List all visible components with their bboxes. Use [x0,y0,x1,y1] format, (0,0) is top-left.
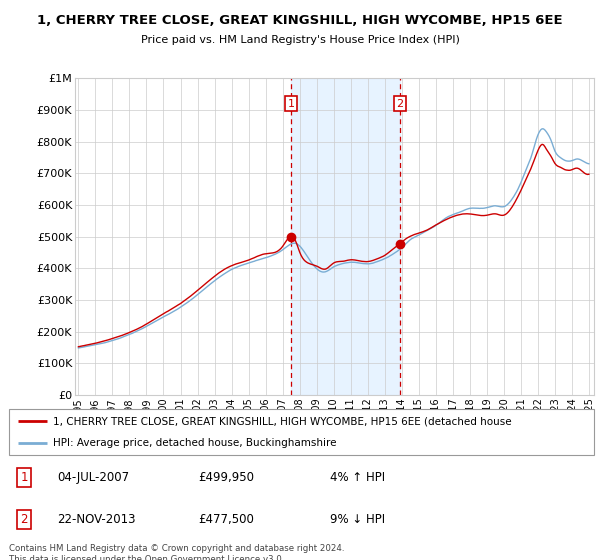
Bar [291,78,400,395]
Text: Price paid vs. HM Land Registry's House Price Index (HPI): Price paid vs. HM Land Registry's House … [140,35,460,45]
Text: 4% ↑ HPI: 4% ↑ HPI [330,470,385,484]
Text: Contains HM Land Registry data © Crown copyright and database right 2024.
This d: Contains HM Land Registry data © Crown c… [9,544,344,560]
Text: HPI: Average price, detached house, Buckinghamshire: HPI: Average price, detached house, Buck… [53,438,337,448]
Text: 22-NOV-2013: 22-NOV-2013 [57,513,136,526]
Text: 1: 1 [287,99,295,109]
Text: 1: 1 [20,470,28,484]
Text: 04-JUL-2007: 04-JUL-2007 [57,470,129,484]
Text: £499,950: £499,950 [198,470,254,484]
Text: 2: 2 [397,99,404,109]
Text: £477,500: £477,500 [198,513,254,526]
Text: 1, CHERRY TREE CLOSE, GREAT KINGSHILL, HIGH WYCOMBE, HP15 6EE (detached house: 1, CHERRY TREE CLOSE, GREAT KINGSHILL, H… [53,416,511,426]
Text: 9% ↓ HPI: 9% ↓ HPI [330,513,385,526]
Text: 2: 2 [20,513,28,526]
Text: 1, CHERRY TREE CLOSE, GREAT KINGSHILL, HIGH WYCOMBE, HP15 6EE: 1, CHERRY TREE CLOSE, GREAT KINGSHILL, H… [37,14,563,27]
